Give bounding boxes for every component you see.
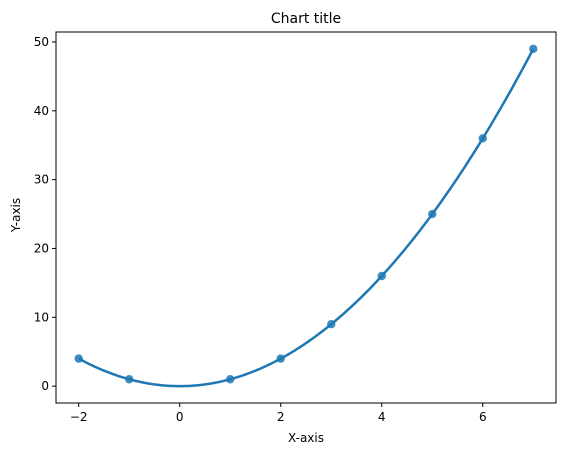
data-point bbox=[377, 271, 386, 281]
x-tick-label: 0 bbox=[176, 410, 184, 424]
y-axis-label: Y-axis bbox=[9, 198, 23, 233]
data-point bbox=[478, 134, 487, 143]
y-tick-label: 30 bbox=[34, 173, 49, 187]
series-line bbox=[78, 48, 535, 388]
data-point bbox=[125, 375, 134, 384]
y-tick-label: 50 bbox=[34, 35, 49, 49]
plot-area: −2 0 2 4 6 0 10 20 30 40 50 bbox=[34, 31, 557, 424]
data-point bbox=[428, 209, 437, 219]
x-tick-label: −2 bbox=[70, 410, 88, 424]
data-point bbox=[276, 354, 285, 363]
y-tick-label: 0 bbox=[41, 379, 49, 393]
chart-title: Chart title bbox=[271, 11, 341, 27]
y-tick-label: 10 bbox=[34, 310, 49, 324]
data-point bbox=[327, 319, 336, 329]
x-tick-label: 2 bbox=[277, 410, 285, 424]
y-tick-label: 20 bbox=[34, 241, 49, 255]
x-axis-label: X-axis bbox=[288, 431, 324, 445]
data-point bbox=[529, 44, 538, 54]
x-tick-label: 6 bbox=[479, 410, 487, 424]
axes-frame bbox=[55, 31, 557, 404]
x-tick-label: 4 bbox=[378, 410, 386, 424]
data-point bbox=[74, 354, 83, 363]
y-tick-label: 40 bbox=[34, 104, 49, 118]
data-point bbox=[226, 375, 235, 384]
